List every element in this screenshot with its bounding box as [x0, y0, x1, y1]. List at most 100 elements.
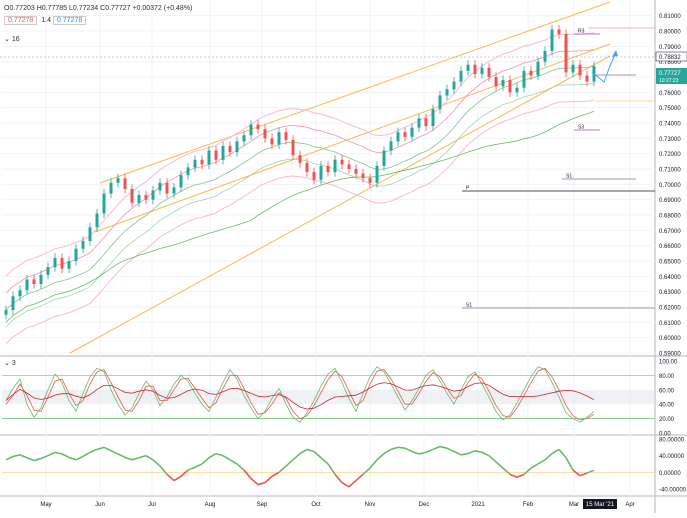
osc-segment — [376, 452, 385, 461]
collapse-icon[interactable]: ⌄ — [4, 36, 10, 43]
candle-body — [165, 182, 169, 194]
price-tick-label: 0.66000 — [659, 244, 681, 250]
price-tick-label: 0.61000 — [659, 321, 681, 327]
candle-body — [410, 127, 414, 137]
osc-segment — [26, 457, 35, 462]
indicator-a-param: 1.4 — [41, 17, 51, 24]
osc-segment — [117, 453, 126, 459]
osc-segment — [418, 451, 427, 455]
time-tick-label: Apr — [625, 502, 634, 508]
osc-segment — [306, 448, 315, 453]
candle-body — [228, 146, 232, 153]
osc-segment — [194, 463, 203, 469]
candle-body — [585, 75, 589, 82]
candle-body — [571, 64, 575, 73]
candle-body — [95, 213, 99, 228]
candle-body — [256, 124, 260, 130]
osc-segment — [33, 457, 42, 462]
indicator-legend[interactable]: 0.77278 1.4 0.77278 — [4, 16, 88, 25]
candle-body — [347, 164, 351, 169]
price-tick-label: 0.71000 — [659, 168, 681, 174]
collapse-icon[interactable]: ⌄ — [4, 360, 10, 367]
osc-segment — [236, 463, 245, 471]
osc-tick-label: 80.00000 — [659, 438, 685, 444]
osc-segment — [187, 466, 196, 471]
osc-segment — [516, 473, 525, 478]
osc-segment — [152, 459, 161, 467]
price-tick-label: 0.76000 — [659, 91, 681, 97]
candle-body — [158, 182, 162, 191]
time-current-badge — [583, 499, 617, 509]
osc-segment — [355, 473, 364, 482]
projection-path — [591, 51, 617, 83]
osc-segment — [131, 456, 140, 461]
osc-segment — [348, 479, 357, 488]
candle-body — [543, 50, 547, 62]
stoch-tick-label: 0.00 — [659, 432, 671, 438]
price-tick-label: 0.60000 — [659, 336, 681, 342]
osc-segment — [173, 475, 182, 482]
time-tick-label: Jul — [148, 502, 156, 508]
osc-segment — [257, 481, 266, 486]
osc-segment — [439, 445, 448, 449]
osc-tick-label: 0.00000 — [659, 471, 681, 477]
osc-segment — [89, 448, 98, 454]
price-tick-label: 0.65000 — [659, 260, 681, 266]
candle-body — [130, 188, 134, 203]
time-current-label: 15 Mar '21 — [586, 502, 615, 508]
time-tick-label: Aug — [205, 502, 216, 508]
osc-segment — [453, 450, 462, 456]
candle-body — [270, 138, 274, 145]
stoch-tick-label: 100.00 — [659, 360, 678, 366]
candle-body — [116, 178, 120, 183]
candle-body — [4, 310, 8, 315]
stoch-tick-label: 80.00 — [659, 374, 675, 380]
osc-segment — [320, 457, 329, 465]
candle-body — [536, 61, 540, 76]
candle-body — [249, 124, 253, 136]
price-tick-label: 0.69000 — [659, 198, 681, 204]
price-tick-label: 0.63000 — [659, 290, 681, 296]
osc-segment — [299, 448, 308, 455]
osc-segment — [334, 473, 343, 484]
candle-body — [60, 257, 64, 269]
indicator-b-value: 0.77278 — [52, 16, 87, 25]
osc-segment — [215, 452, 224, 457]
candle-body — [340, 159, 344, 165]
bollinger-lower-outer — [5, 99, 595, 345]
time-tick-label: Jun — [95, 502, 105, 508]
price-tick-label: 0.72000 — [659, 152, 681, 158]
candle-body — [424, 118, 428, 127]
candle-body — [501, 80, 505, 87]
osc-segment — [12, 454, 21, 458]
candle-body — [354, 169, 358, 174]
candle-body — [578, 64, 582, 76]
osc-segment — [383, 448, 392, 455]
candle-body — [459, 70, 463, 82]
candle-body — [466, 64, 470, 71]
candle-body — [473, 64, 477, 74]
osc-segment — [271, 471, 280, 478]
osc-segment — [82, 451, 91, 458]
stoch-label: 3 — [11, 360, 16, 367]
candle-body — [375, 165, 379, 183]
price-tick-label: 0.68000 — [659, 214, 681, 220]
candle-body — [242, 135, 246, 142]
candle-body — [389, 141, 393, 151]
candle-body — [403, 132, 407, 137]
moving-average — [5, 66, 595, 311]
osc-segment — [572, 469, 581, 477]
candle-body — [123, 178, 127, 189]
indicator-c-legend[interactable]: ⌄ 16 — [4, 35, 20, 43]
stoch-legend[interactable]: ⌄ 3 — [4, 359, 16, 367]
candle-body — [207, 150, 211, 165]
osc-tick-label: -40.00000 — [659, 487, 687, 493]
osc-segment — [502, 467, 511, 475]
candle-body — [144, 195, 148, 200]
candle-body — [172, 187, 176, 194]
osc-segment — [551, 448, 560, 455]
candle-body — [179, 175, 183, 188]
price-badge-current-text: 0.77727 — [659, 71, 681, 77]
candle-body — [263, 129, 267, 139]
